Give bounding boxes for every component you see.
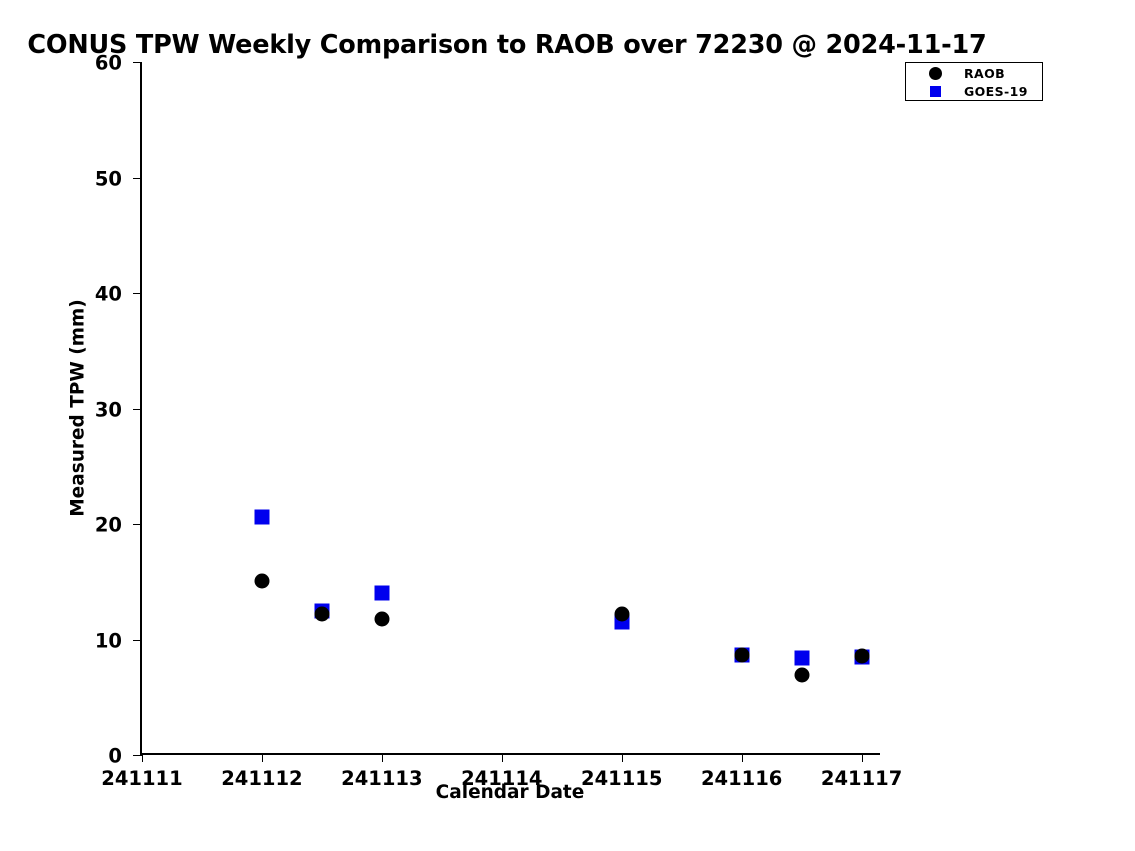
y-axis-tick: 0 bbox=[108, 745, 142, 768]
data-point-raob bbox=[734, 647, 750, 662]
x-axis-tick bbox=[861, 753, 863, 762]
data-point-goes-19 bbox=[374, 585, 390, 601]
legend-marker-circle-icon bbox=[906, 66, 964, 80]
x-axis-tick bbox=[381, 753, 383, 762]
y-axis-tick-label: 50 bbox=[94, 167, 122, 190]
chart-legend: RAOB GOES-19 bbox=[905, 62, 1043, 101]
plot-area: 0 10 20 30 40 50 60 241111 241112 241113 241114 241… bbox=[95, 52, 902, 791]
y-axis-tick: 10 bbox=[95, 629, 142, 652]
y-axis-tick-label: 0 bbox=[108, 744, 122, 768]
x-axis-tick-label: 241112 bbox=[221, 767, 303, 790]
y-axis-tick-label: 20 bbox=[94, 513, 122, 537]
legend-marker-square-icon bbox=[906, 85, 964, 97]
y-axis-tick: 40 bbox=[95, 283, 142, 306]
x-axis-tick bbox=[621, 753, 623, 762]
y-axis-tick-label: 40 bbox=[94, 282, 122, 306]
data-point-goes-19 bbox=[794, 650, 810, 666]
chart-title: CONUS TPW Weekly Comparison to RAOB over… bbox=[27, 30, 987, 60]
data-point-raob bbox=[614, 606, 630, 622]
y-axis-label: Measured TPW (mm) bbox=[67, 299, 89, 517]
data-point-raob bbox=[374, 611, 390, 627]
x-axis-tick bbox=[261, 753, 263, 762]
x-axis-tick-label: 241115 bbox=[581, 767, 663, 790]
data-point-raob bbox=[314, 606, 330, 622]
x-axis-tick bbox=[142, 753, 143, 762]
legend-entry: GOES-19 bbox=[906, 82, 1042, 100]
x-axis-tick-label: 241117 bbox=[820, 767, 903, 790]
data-point-raob bbox=[254, 573, 270, 589]
legend-entry: RAOB bbox=[906, 64, 1042, 82]
y-axis-tick: 30 bbox=[95, 398, 142, 421]
x-axis-tick bbox=[741, 753, 743, 762]
y-axis-tick: 50 bbox=[95, 167, 142, 190]
x-axis-tick-label: 241113 bbox=[341, 767, 423, 790]
y-axis-tick: 20 bbox=[95, 514, 142, 537]
legend-label: RAOB bbox=[964, 65, 1006, 81]
x-axis-tick bbox=[501, 753, 503, 762]
y-axis-tick-label: 10 bbox=[94, 629, 122, 652]
data-point-raob bbox=[854, 648, 870, 664]
legend-label: GOES-19 bbox=[964, 83, 1028, 99]
y-axis-tick-label: 30 bbox=[94, 398, 122, 421]
x-axis-tick-label: 241111 bbox=[101, 767, 183, 790]
x-axis-tick-label: 241116 bbox=[700, 767, 783, 790]
data-point-raob bbox=[794, 667, 810, 683]
y-axis-tick: 60 bbox=[95, 52, 142, 75]
y-axis-tick-label: 60 bbox=[94, 51, 122, 75]
data-point-goes-19 bbox=[254, 509, 270, 525]
x-axis-label: Calendar Date bbox=[435, 782, 585, 803]
x-axis-tick-label: 241114 bbox=[461, 767, 543, 790]
